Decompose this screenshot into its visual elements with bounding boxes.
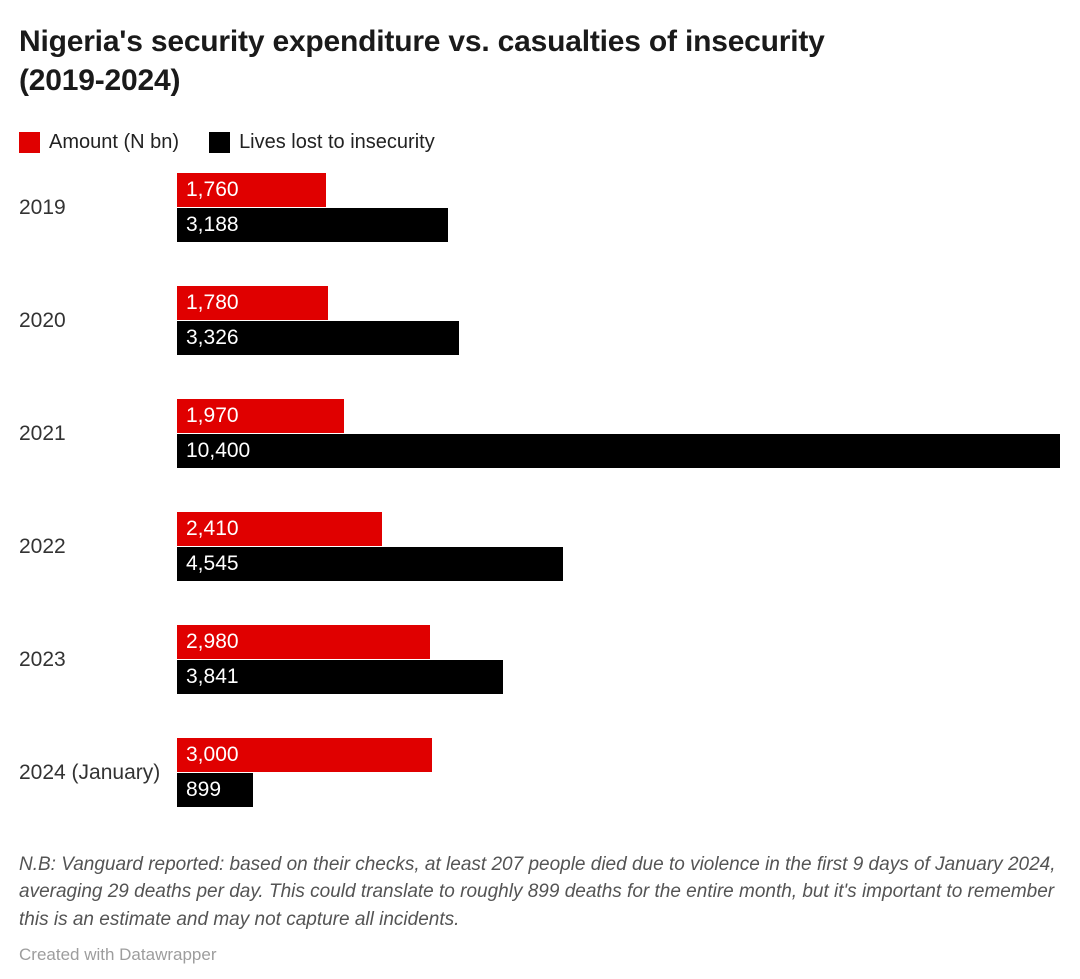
lives-bar: 3,326 [177, 321, 460, 355]
amount-bar: 2,410 [177, 512, 382, 546]
legend-swatch-lives-icon [209, 132, 231, 153]
lives-value-label: 4,545 [186, 552, 239, 575]
amount-bar: 2,980 [177, 625, 430, 659]
chart-row: 2024 (January) 3,000 899 [19, 738, 1060, 807]
amount-bar: 1,780 [177, 286, 329, 320]
lives-bar: 899 [177, 773, 254, 807]
amount-bar: 3,000 [177, 738, 432, 772]
amount-value-label: 1,780 [186, 291, 239, 314]
lives-value-label: 3,841 [186, 665, 239, 688]
year-label: 2020 [19, 308, 66, 332]
legend-item-lives: Lives lost to insecurity [209, 131, 435, 154]
chart-title-line1: Nigeria's security expenditure vs. casua… [19, 25, 825, 58]
lives-value-label: 3,188 [186, 213, 239, 236]
chart-row: 2019 1,760 3,188 [19, 173, 1060, 242]
amount-bar: 1,760 [177, 173, 327, 207]
year-label: 2024 (January) [19, 760, 161, 784]
legend: Amount (N bn) Lives lost to insecurity [19, 131, 1060, 154]
amount-value-label: 1,760 [186, 178, 239, 201]
lives-bar: 10,400 [177, 434, 1060, 468]
year-label: 2023 [19, 647, 66, 671]
lives-bar: 4,545 [177, 547, 563, 581]
bar-group: 2,410 4,545 [177, 512, 1060, 581]
chart-row: 2021 1,970 10,400 [19, 399, 1060, 468]
amount-value-label: 3,000 [186, 743, 239, 766]
amount-bar: 1,970 [177, 399, 345, 433]
bar-group: 3,000 899 [177, 738, 1060, 807]
bar-group: 1,970 10,400 [177, 399, 1060, 468]
chart-title: Nigeria's security expenditure vs. casua… [19, 22, 1039, 100]
amount-value-label: 2,980 [186, 630, 239, 653]
legend-item-amount: Amount (N bn) [19, 131, 179, 154]
legend-label-amount: Amount (N bn) [49, 131, 180, 153]
footnote: N.B: Vanguard reported: based on their c… [19, 854, 1056, 930]
amount-value-label: 1,970 [186, 404, 239, 427]
bar-chart: 2019 1,760 3,188 2020 1,780 3,326 2021 1,970 10,… [19, 173, 1060, 807]
legend-swatch-amount-icon [19, 132, 40, 153]
year-label: 2019 [19, 195, 66, 219]
year-label: 2022 [19, 534, 66, 558]
chart-row: 2020 1,780 3,326 [19, 286, 1060, 355]
chart-title-line2: (2019-2024) [19, 64, 181, 97]
lives-value-label: 899 [186, 778, 222, 801]
bar-group: 1,780 3,326 [177, 286, 1060, 355]
chart-row: 2022 2,410 4,545 [19, 512, 1060, 581]
legend-label-lives: Lives lost to insecurity [239, 131, 435, 153]
chart-row: 2023 2,980 3,841 [19, 625, 1060, 694]
lives-value-label: 10,400 [186, 439, 251, 462]
amount-value-label: 2,410 [186, 517, 239, 540]
attribution: Created with Datawrapper [19, 945, 217, 965]
lives-value-label: 3,326 [186, 326, 239, 349]
year-label: 2021 [19, 421, 66, 445]
lives-bar: 3,841 [177, 660, 504, 694]
lives-bar: 3,188 [177, 208, 448, 242]
bar-group: 2,980 3,841 [177, 625, 1060, 694]
bar-group: 1,760 3,188 [177, 173, 1060, 242]
